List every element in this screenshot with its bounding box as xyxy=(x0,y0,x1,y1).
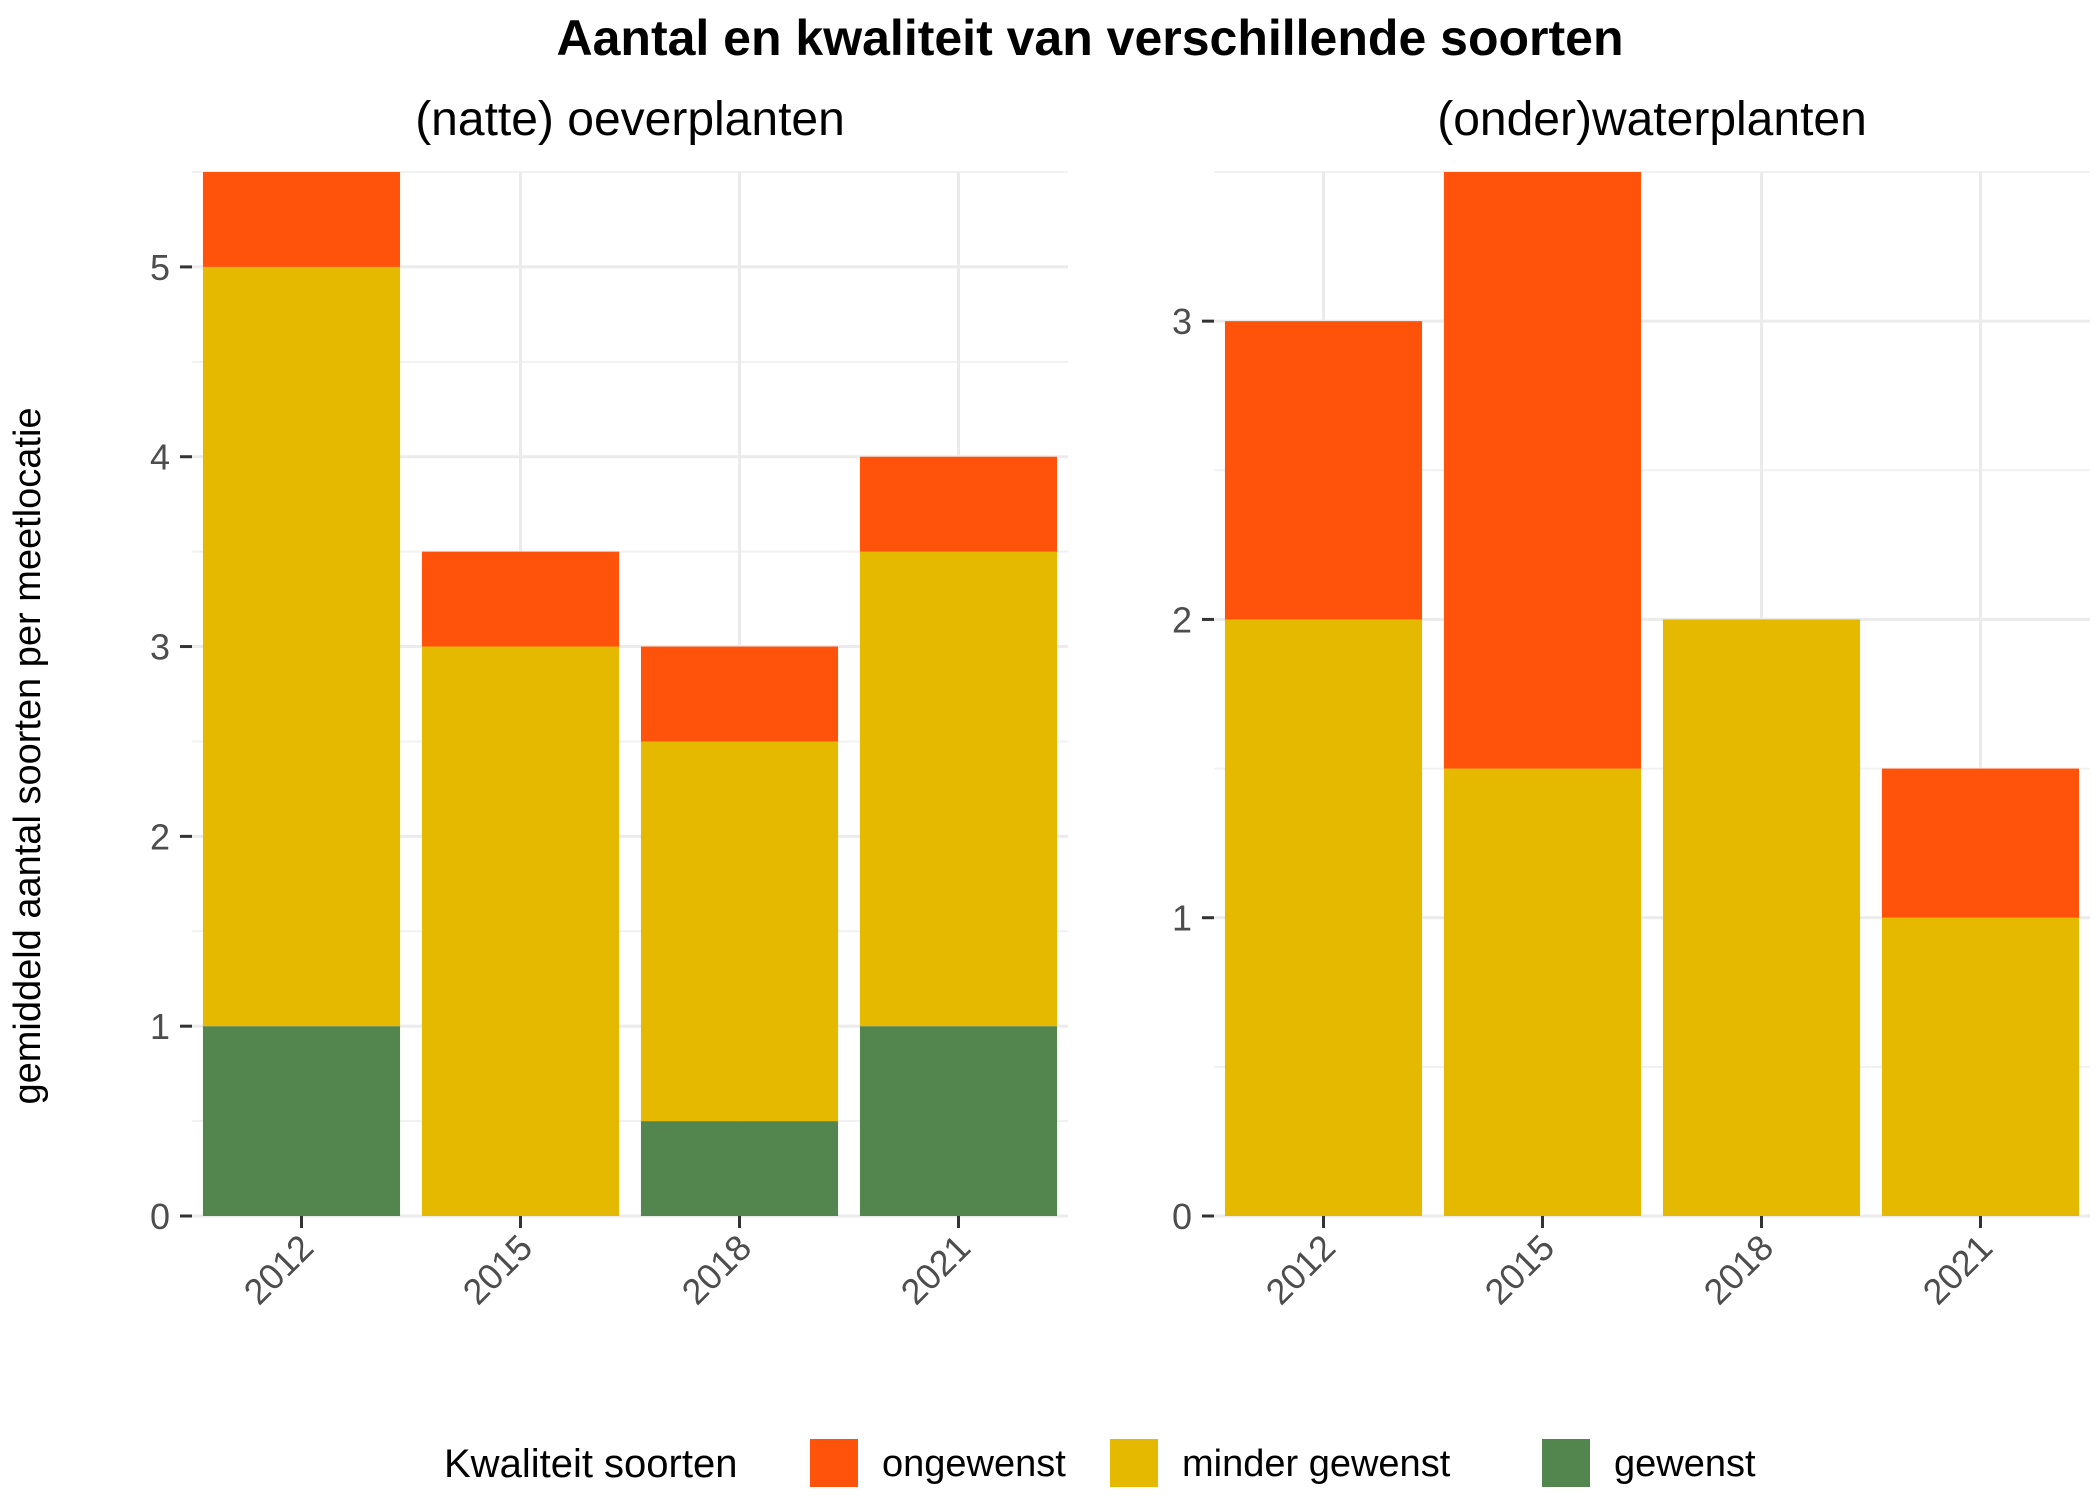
bar-segment-minder-gewenst xyxy=(859,551,1058,1027)
y-tick-label: 3 xyxy=(150,627,170,668)
panel-1: (natte) oeverplanten 0 1 2 3 4 5 2012 2015 2018 20… xyxy=(150,93,1068,1312)
bar-segment-ongewenst xyxy=(1224,321,1423,620)
bar-segment-ongewenst xyxy=(1881,768,2080,918)
y-axis-title: gemiddeld aantal soorten per meetlocatie xyxy=(7,407,49,1104)
bar-segment-minder-gewenst xyxy=(1662,619,1861,1216)
legend-swatch xyxy=(1542,1439,1590,1487)
bar-segment-minder-gewenst xyxy=(1443,768,1642,1216)
x-tick-label: 2021 xyxy=(893,1227,979,1313)
panel-title: (onder)waterplanten xyxy=(1437,93,1867,146)
legend-swatch xyxy=(1110,1439,1158,1487)
legend-label: gewenst xyxy=(1614,1443,1756,1485)
legend-label: ongewenst xyxy=(882,1443,1066,1485)
x-tick-label: 2018 xyxy=(674,1227,760,1313)
y-tick-label: 0 xyxy=(150,1196,170,1237)
y-tick-label: 2 xyxy=(1172,599,1192,640)
bar-segment-ongewenst xyxy=(202,172,401,267)
bar-segment-ongewenst xyxy=(1443,172,1642,769)
x-tick-label: 2015 xyxy=(1477,1227,1563,1313)
bar-segment-gewenst xyxy=(640,1121,839,1216)
y-tick-label: 2 xyxy=(150,816,170,857)
x-tick-label: 2012 xyxy=(236,1227,322,1313)
bar-segment-ongewenst xyxy=(421,551,620,647)
bar-segment-ongewenst xyxy=(859,456,1058,552)
bar-segment-minder-gewenst xyxy=(202,266,401,1027)
panel-2: (onder)waterplanten 0 1 2 3 2012 2015 2018 2021 xyxy=(1172,93,2090,1312)
x-tick-label: 2015 xyxy=(455,1227,541,1313)
x-tick-label: 2012 xyxy=(1258,1227,1344,1313)
legend-swatch xyxy=(810,1439,858,1487)
bar-segment-minder-gewenst xyxy=(1224,619,1423,1216)
bar-segment-minder-gewenst xyxy=(640,741,839,1122)
bar-segment-minder-gewenst xyxy=(421,646,620,1216)
panel-title: (natte) oeverplanten xyxy=(415,93,845,146)
x-tick-label: 2018 xyxy=(1696,1227,1782,1313)
y-tick-label: 1 xyxy=(1172,898,1192,939)
bar-segment-minder-gewenst xyxy=(1881,917,2080,1216)
x-tick-label: 2021 xyxy=(1915,1227,2001,1313)
legend-label: minder gewenst xyxy=(1182,1443,1451,1485)
y-tick-label: 5 xyxy=(150,247,170,288)
bar-segment-gewenst xyxy=(202,1026,401,1216)
y-tick-label: 0 xyxy=(1172,1196,1192,1237)
legend-title: Kwaliteit soorten xyxy=(444,1442,737,1486)
bar-segment-gewenst xyxy=(859,1026,1058,1216)
bar-segment-ongewenst xyxy=(640,646,839,742)
legend: Kwaliteit soorten ongewenst minder gewenst… xyxy=(444,1439,1756,1487)
chart-title: Aantal en kwaliteit van verschillende so… xyxy=(556,10,1623,66)
y-tick-label: 1 xyxy=(150,1006,170,1047)
y-tick-label: 3 xyxy=(1172,301,1192,342)
y-tick-label: 4 xyxy=(150,437,170,478)
